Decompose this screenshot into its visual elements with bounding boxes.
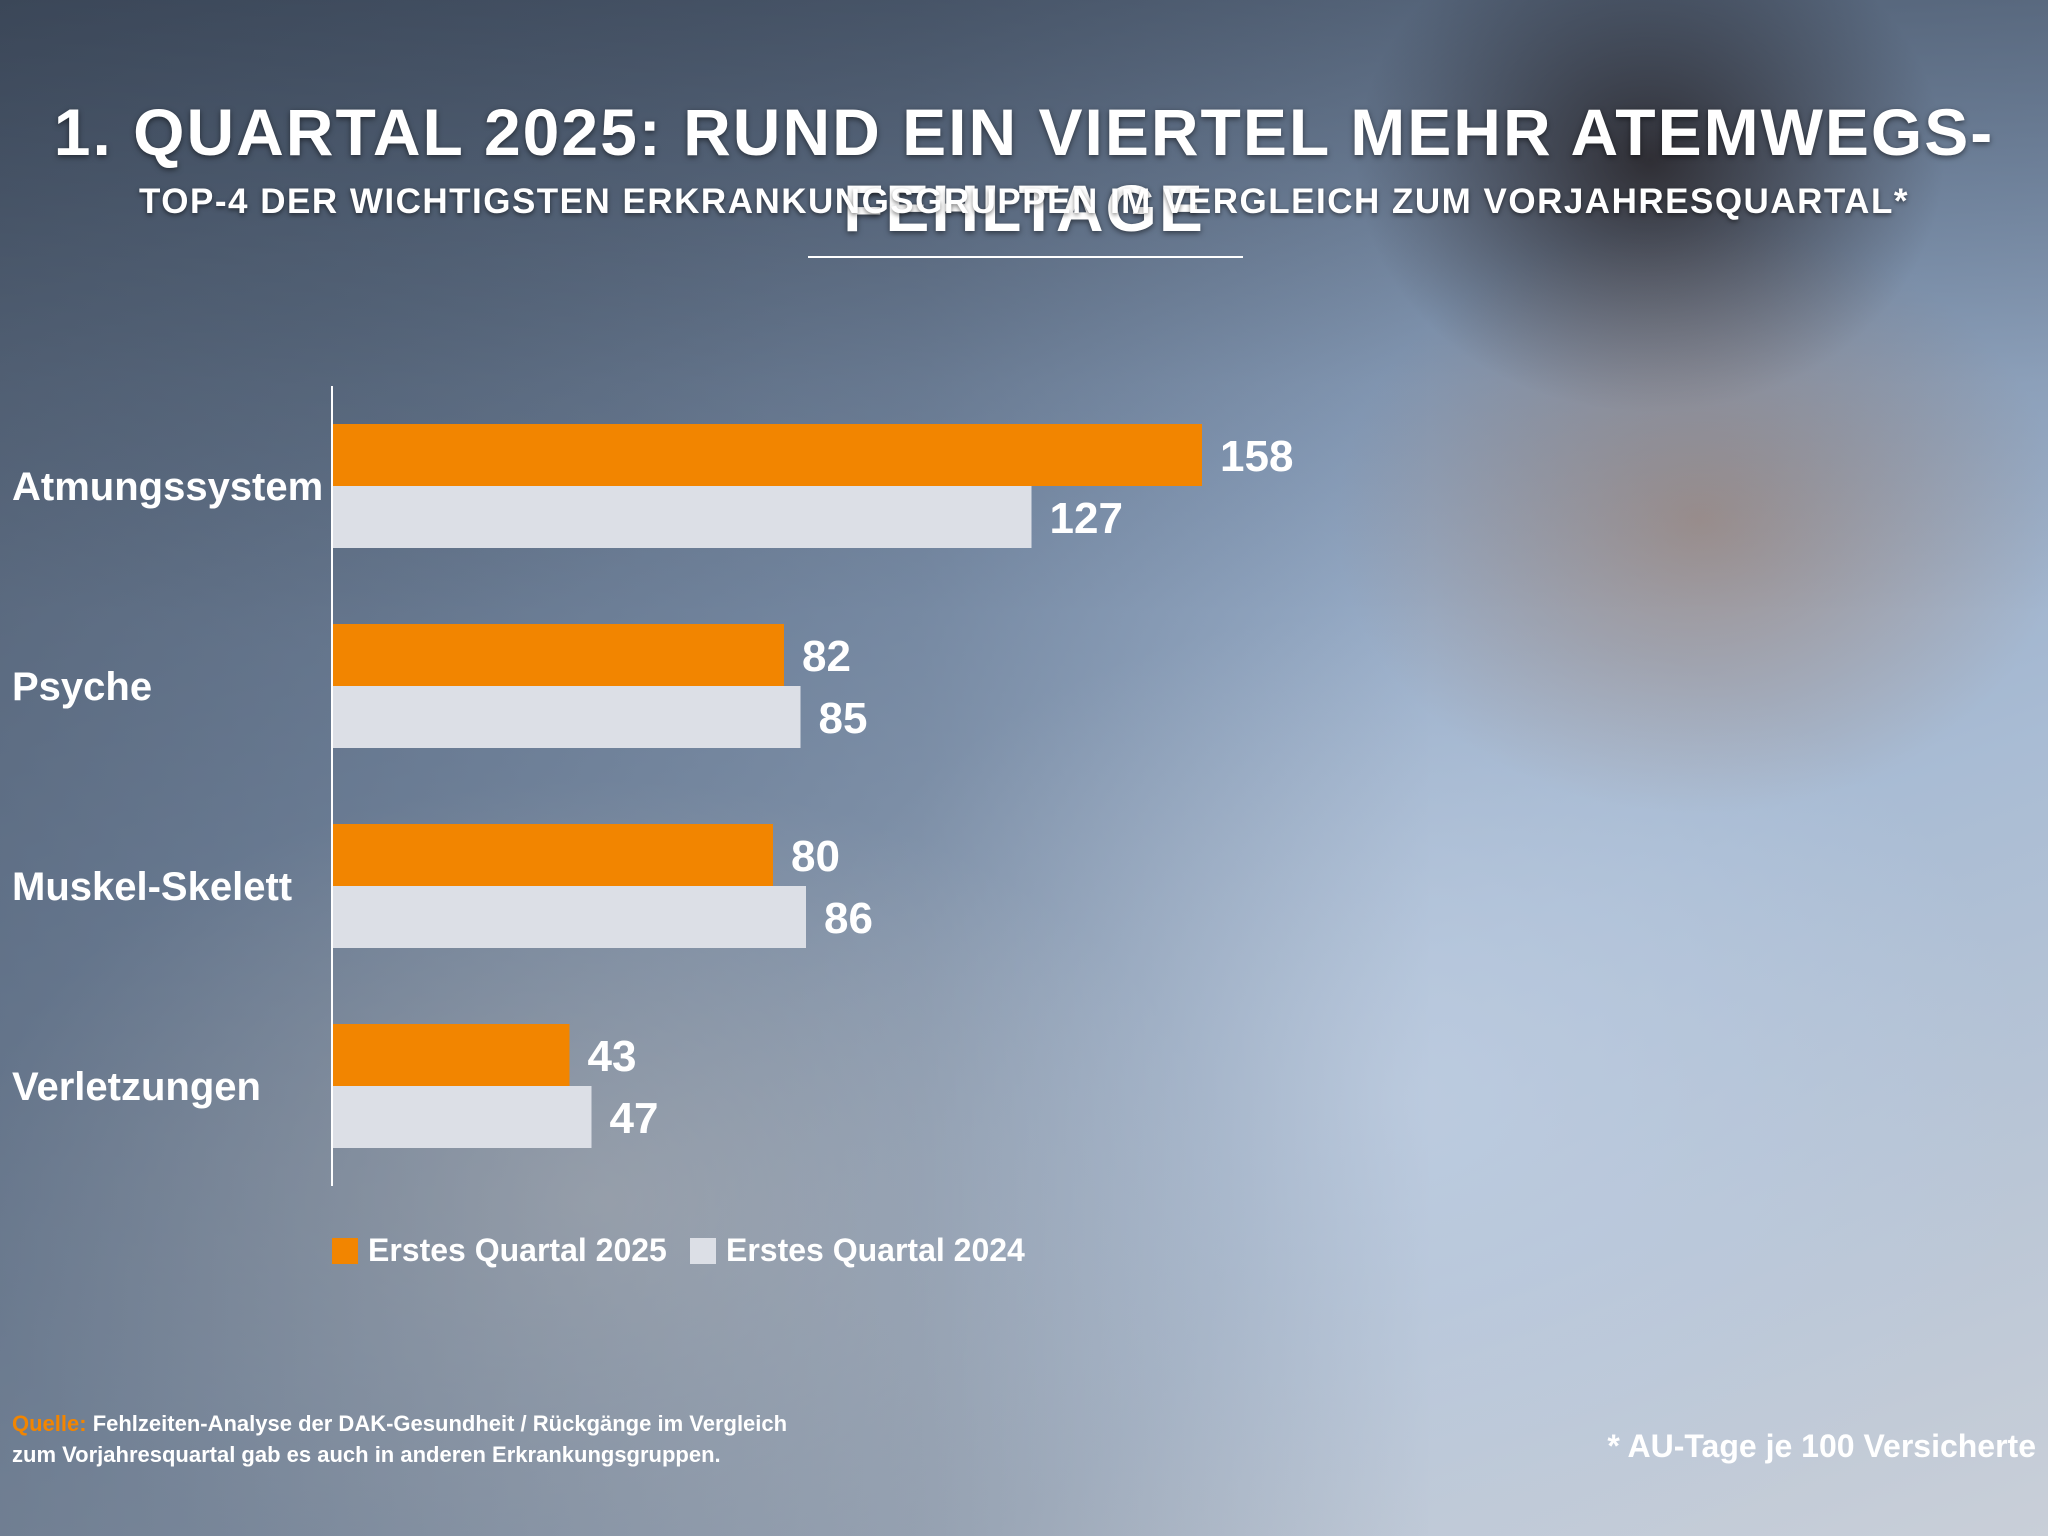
category-label: Atmungssystem bbox=[12, 465, 323, 509]
chart-subtitle: TOP-4 DER WICHTIGSTEN ERKRANKUNGSGRUPPEN… bbox=[139, 182, 1909, 221]
data-label: 43 bbox=[588, 1032, 637, 1081]
bar-q2024 bbox=[333, 886, 806, 948]
legend-item-q2025: Erstes Quartal 2025 bbox=[332, 1232, 667, 1269]
data-label: 127 bbox=[1050, 494, 1123, 543]
legend-swatch-q2024 bbox=[690, 1237, 716, 1264]
category-label: Muskel-Skelett bbox=[12, 865, 292, 909]
bar-q2024 bbox=[333, 686, 801, 748]
source-line-1: Fehlzeiten-Analyse der DAK-Gesundheit / … bbox=[86, 1411, 788, 1436]
category-label: Psyche bbox=[12, 665, 152, 709]
bar-q2024 bbox=[333, 1086, 592, 1148]
data-label: 158 bbox=[1220, 432, 1293, 481]
bar-q2024 bbox=[333, 486, 1032, 548]
data-label: 85 bbox=[819, 694, 868, 743]
legend-swatch-q2025 bbox=[332, 1237, 358, 1264]
data-label: 47 bbox=[610, 1094, 659, 1143]
source-label: Quelle: bbox=[12, 1411, 87, 1436]
bar-q2025 bbox=[333, 824, 773, 886]
bar-q2025 bbox=[333, 424, 1202, 486]
source-line-2: zum Vorjahresquartal gab es auch in ande… bbox=[12, 1442, 721, 1467]
bar-q2025 bbox=[333, 1024, 570, 1086]
data-label: 80 bbox=[791, 832, 840, 881]
title-divider bbox=[808, 256, 1243, 258]
legend-label-q2024: Erstes Quartal 2024 bbox=[726, 1232, 1025, 1268]
data-label: 82 bbox=[802, 632, 851, 681]
legend-label-q2025: Erstes Quartal 2025 bbox=[368, 1232, 667, 1268]
footnote: * AU-Tage je 100 Versicherte bbox=[1607, 1428, 2036, 1464]
data-label: 86 bbox=[824, 894, 873, 943]
chart-title: 1. QUARTAL 2025: RUND EIN VIERTEL MEHR A… bbox=[53, 95, 1995, 245]
category-label: Verletzungen bbox=[12, 1065, 261, 1109]
source-note: Quelle: Fehlzeiten-Analyse der DAK-Gesun… bbox=[12, 1408, 812, 1470]
bar-chart: Atmungssystem 158 127 Psyche 82 85 Muskel-Skel… bbox=[12, 386, 1293, 1186]
legend-item-q2024: Erstes Quartal 2024 bbox=[690, 1232, 1025, 1269]
bar-q2025 bbox=[333, 624, 784, 686]
